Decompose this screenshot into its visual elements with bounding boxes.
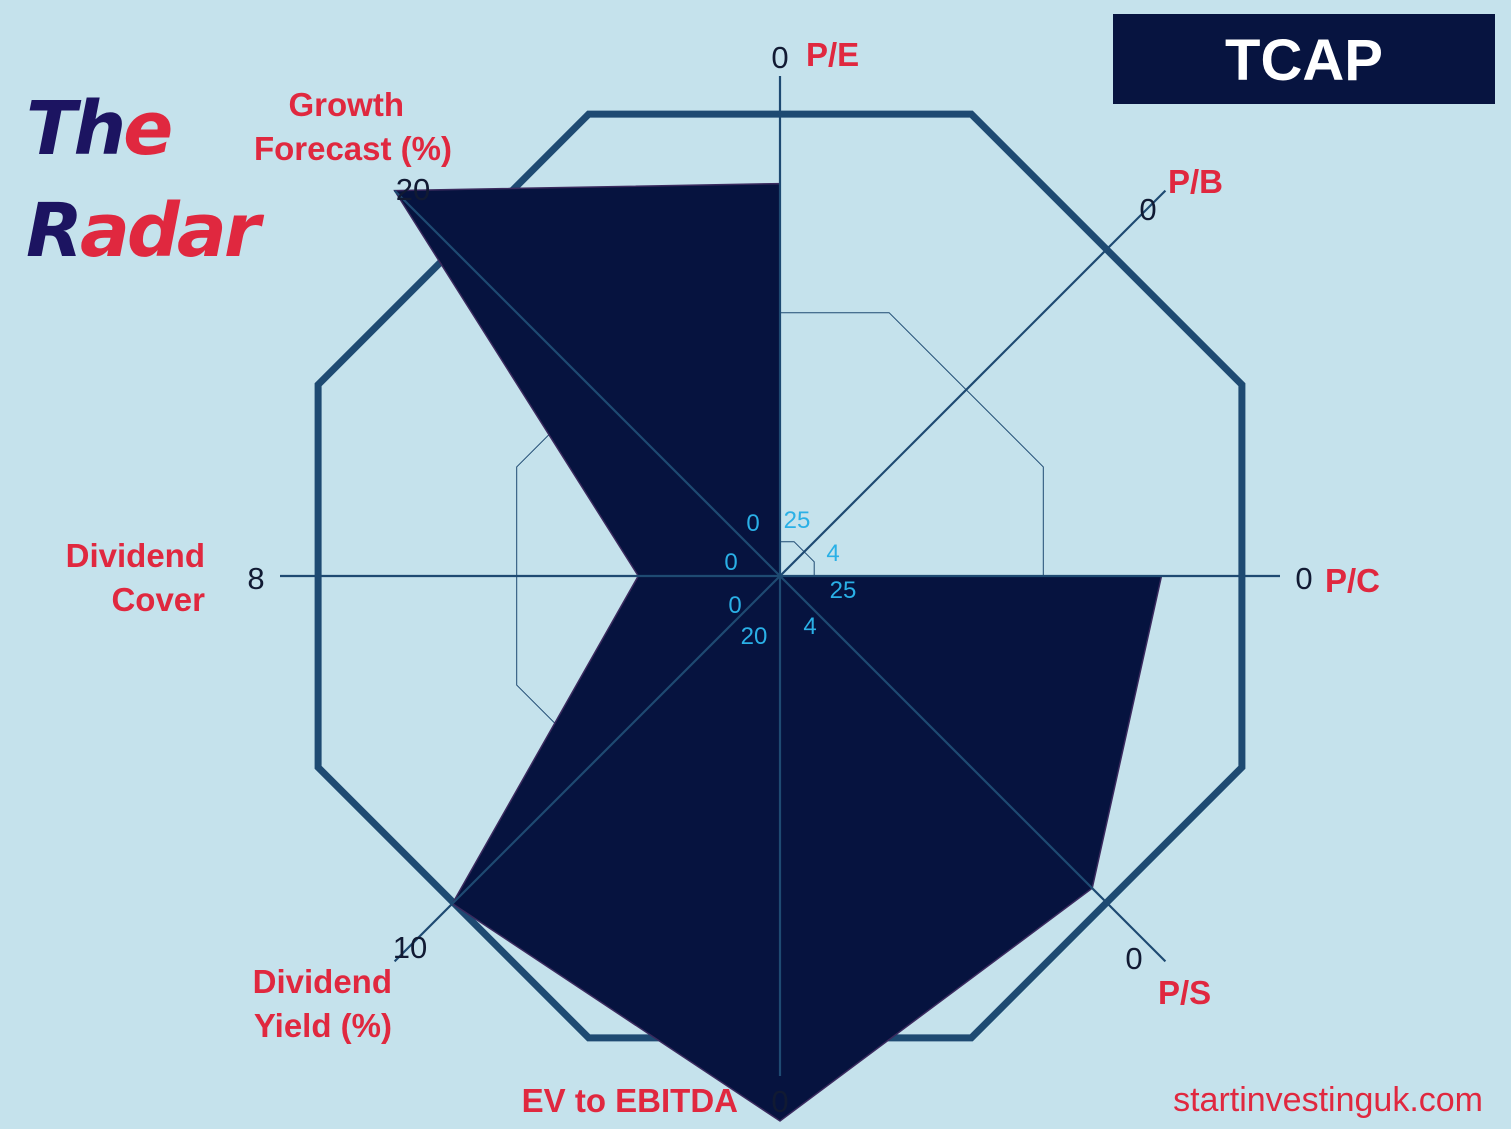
outer-scale-value: 0 [1295, 561, 1312, 596]
logo-line-1-part-b: e [123, 86, 173, 172]
outer-scale-value: 0 [771, 1084, 788, 1119]
outer-scale-value: 0 [1125, 941, 1142, 976]
axis-label: P/C [1325, 562, 1380, 599]
radar-spoke [779, 575, 1167, 963]
axis-label-line: Yield (%) [254, 1007, 392, 1044]
radar-spoke [779, 189, 1167, 577]
inner-scale-value: 0 [728, 592, 741, 619]
radar-data-area [393, 182, 1163, 1122]
radar-spoke [393, 189, 781, 577]
outer-scale-value: 0 [1139, 192, 1156, 227]
outer-scale-value: 20 [396, 172, 430, 207]
inner-scale-value: 20 [741, 623, 768, 650]
outer-scale-value: 0 [771, 40, 788, 75]
inner-scale-value: 4 [826, 540, 839, 567]
axis-label-line: Dividend [253, 963, 392, 1000]
inner-scale-value: 25 [784, 507, 811, 534]
logo-line-1-part-a: Th [26, 86, 126, 172]
axis-label: EV to EBITDA [522, 1082, 738, 1119]
logo-line-2: Radar [26, 194, 260, 268]
ticker-badge: TCAP [1113, 14, 1495, 104]
radar-spoke [393, 575, 781, 963]
axis-label-line: Dividend [66, 537, 205, 574]
axis-label-multiline: Dividend Cover [66, 537, 206, 618]
inner-scale-value: 0 [724, 549, 737, 576]
axis-label-line: Cover [111, 581, 205, 618]
logo-line-1: The [26, 92, 173, 166]
logo-line-2-part-a: R [26, 188, 83, 274]
axis-label-line: Forecast (%) [254, 130, 452, 167]
axis-label: P/B [1168, 163, 1223, 200]
site-link[interactable]: startinvestinguk.com [1173, 1081, 1483, 1119]
logo-line-2-part-b: adar [79, 188, 260, 274]
outer-scale-value: 8 [247, 561, 264, 596]
axis-label-line: Growth [289, 86, 404, 123]
inner-scale-value: 4 [803, 613, 816, 640]
inner-scale-value: 0 [746, 510, 759, 537]
axis-label-multiline: Growth Forecast (%) [254, 86, 452, 167]
inner-scale-value: 25 [830, 577, 857, 604]
axis-label-multiline: Dividend Yield (%) [253, 963, 392, 1044]
axis-label: P/E [806, 36, 859, 73]
outer-scale-value: 10 [393, 930, 427, 965]
axis-label: P/S [1158, 974, 1211, 1011]
